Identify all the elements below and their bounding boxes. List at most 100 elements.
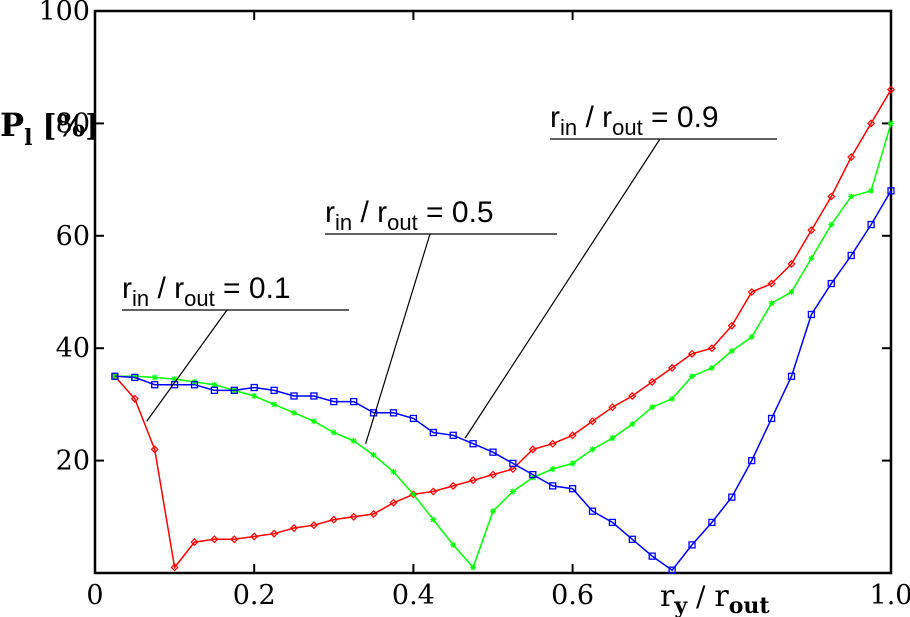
data-point <box>568 485 577 493</box>
data-point <box>588 417 597 426</box>
data-point <box>888 120 894 127</box>
data-point <box>291 409 297 416</box>
data-point <box>409 490 418 499</box>
data-point <box>190 381 199 389</box>
data-point <box>131 373 139 382</box>
data-point <box>548 439 557 448</box>
data-point <box>767 414 776 423</box>
data-point <box>290 392 298 400</box>
data-point <box>210 535 219 544</box>
series-annotation-3: rin / rout = 0.9 <box>464 101 777 439</box>
data-point <box>230 535 239 544</box>
data-point <box>688 541 696 549</box>
data-point <box>490 508 496 515</box>
data-point <box>748 456 756 465</box>
y-axis-title-sub: l <box>24 125 32 151</box>
data-point <box>310 418 317 425</box>
data-point <box>669 395 676 402</box>
y-tick-label: 20 <box>56 446 90 477</box>
annotation-label-sep: / r <box>352 196 387 229</box>
data-point <box>728 493 736 501</box>
data-point <box>827 279 835 288</box>
y-axis-title-unit: [%] <box>42 109 99 144</box>
series-line <box>114 123 892 569</box>
data-point <box>589 446 596 453</box>
data-point <box>728 348 735 355</box>
annotation-label: rin / rout = 0.9 <box>550 101 719 140</box>
data-point <box>470 564 477 571</box>
data-point <box>450 541 457 548</box>
data-point <box>370 451 377 458</box>
annotation-label-sub1: in <box>132 286 149 311</box>
annotation-label-main: r <box>550 101 560 134</box>
annotation-label-main: r <box>325 196 335 229</box>
series-1 <box>110 85 896 572</box>
data-point <box>350 437 357 444</box>
data-point <box>807 310 816 319</box>
data-point <box>588 507 597 515</box>
data-point <box>886 85 896 94</box>
x-tick-label: 0.6 <box>551 580 594 611</box>
data-point <box>768 300 775 307</box>
data-point <box>449 481 458 490</box>
x-axis-title-base: r <box>714 579 729 614</box>
data-point <box>707 344 716 353</box>
data-point <box>489 448 497 456</box>
data-point <box>748 333 755 340</box>
data-point <box>708 518 716 527</box>
data-point <box>469 440 477 448</box>
data-point <box>449 431 457 439</box>
x-axis-title: ry / rout <box>660 579 770 617</box>
data-point <box>508 464 517 474</box>
data-point <box>389 409 398 417</box>
data-point <box>409 414 418 423</box>
y-tick-label: 100 <box>38 0 90 27</box>
data-point <box>369 509 378 519</box>
series-line <box>114 190 892 572</box>
data-point <box>549 482 557 490</box>
data-point <box>251 392 258 399</box>
data-point <box>270 529 279 538</box>
annotation-pointer <box>464 138 661 439</box>
data-point <box>509 459 517 468</box>
data-point <box>747 287 756 297</box>
data-point <box>808 255 815 262</box>
data-point <box>330 429 337 436</box>
data-point <box>868 187 875 194</box>
x-tick-label: 0.2 <box>233 580 276 611</box>
y-tick-label: 40 <box>56 333 90 364</box>
data-point <box>230 386 238 395</box>
data-point <box>848 193 855 200</box>
annotation-label-sub2: out <box>184 286 215 311</box>
data-point <box>131 373 138 380</box>
data-point <box>648 552 656 560</box>
y-tick-label: 60 <box>56 221 90 252</box>
series-line <box>114 89 892 570</box>
data-point <box>271 401 278 408</box>
x-axis-title-main: r <box>660 579 675 614</box>
data-point <box>190 538 199 547</box>
data-point <box>687 349 697 358</box>
data-point <box>250 383 258 392</box>
annotation-label-sub1: in <box>560 115 577 140</box>
data-point <box>788 289 795 295</box>
annotation-label-value: = 0.5 <box>418 196 494 229</box>
annotation-label-value: = 0.1 <box>215 272 291 305</box>
annotation-label-sep: / r <box>577 101 612 134</box>
data-point <box>807 226 816 235</box>
data-point <box>628 391 637 401</box>
data-point <box>609 435 616 442</box>
data-point <box>210 386 219 395</box>
x-axis-title-sep: / <box>687 580 714 613</box>
data-point <box>350 397 358 406</box>
x-tick-label: 0 <box>86 580 103 611</box>
annotation-label-sub1: in <box>335 210 352 235</box>
annotation-label-value: = 0.9 <box>643 101 719 134</box>
data-point <box>649 404 656 411</box>
data-point <box>171 376 178 383</box>
data-point <box>469 476 478 485</box>
data-point <box>211 381 218 388</box>
